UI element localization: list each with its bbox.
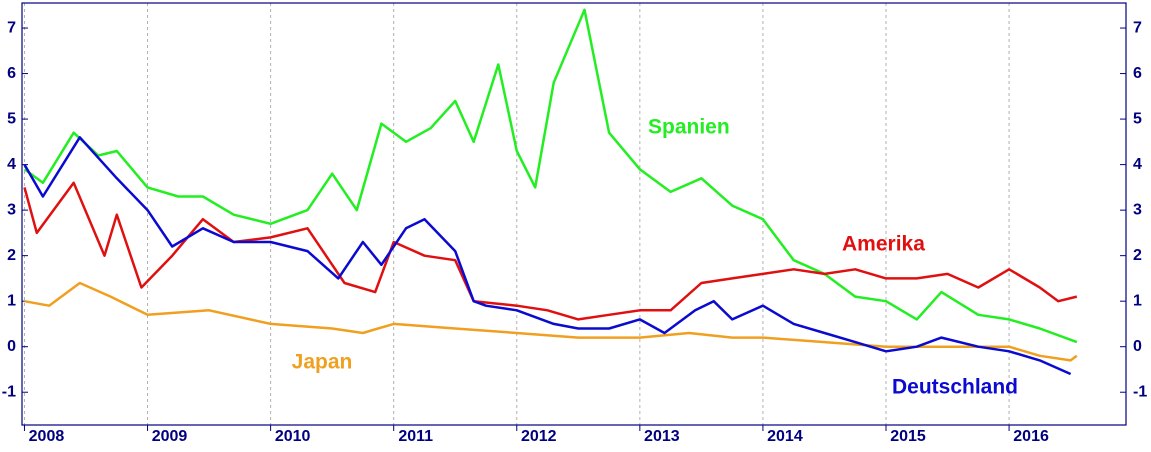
y-tick-label: 3 xyxy=(7,201,16,218)
y2-tick-label: 5 xyxy=(1133,110,1142,127)
y2-tick-label: 0 xyxy=(1133,338,1142,355)
x-tick-label: 2015 xyxy=(890,428,926,445)
y2-tick-label: 4 xyxy=(1133,156,1142,173)
x-tick-label: 2014 xyxy=(767,428,803,445)
series-line xyxy=(23,8,1078,344)
x-tick-label: 2008 xyxy=(29,428,65,445)
y-tick-label: 7 xyxy=(7,19,16,36)
x-tick-label: 2011 xyxy=(398,428,433,445)
x-tick-label: 2016 xyxy=(1013,428,1049,445)
x-tick-label: 2012 xyxy=(521,428,557,445)
y-tick-label: 2 xyxy=(7,247,16,264)
y2-tick-label: 7 xyxy=(1133,19,1142,36)
y-tick-label: 1 xyxy=(7,292,16,309)
y-tick-label: 4 xyxy=(7,156,16,173)
series-label: Deutschland xyxy=(892,376,1018,399)
x-tick-label: 2013 xyxy=(644,428,680,445)
series-line xyxy=(23,136,1072,376)
series-label: Japan xyxy=(292,351,353,374)
series-label: Amerika xyxy=(842,233,925,256)
y2-tick-label: 2 xyxy=(1133,247,1142,264)
y2-tick-label: 3 xyxy=(1133,201,1142,218)
y-tick-label: 5 xyxy=(7,110,16,127)
plot-frame xyxy=(21,2,1127,426)
series-label: Spanien xyxy=(648,116,730,139)
x-tick-label: 2009 xyxy=(152,428,188,445)
series-line xyxy=(23,181,1078,321)
y2-tick-label: -1 xyxy=(1133,383,1147,400)
series-line xyxy=(24,281,1078,362)
y-tick-label: 0 xyxy=(7,338,16,355)
x-tick-label: 2010 xyxy=(275,428,311,445)
y-tick-label: 6 xyxy=(7,65,16,82)
y-tick-label: -1 xyxy=(2,383,16,400)
y2-tick-label: 1 xyxy=(1133,292,1142,309)
y2-tick-label: 6 xyxy=(1133,65,1142,82)
